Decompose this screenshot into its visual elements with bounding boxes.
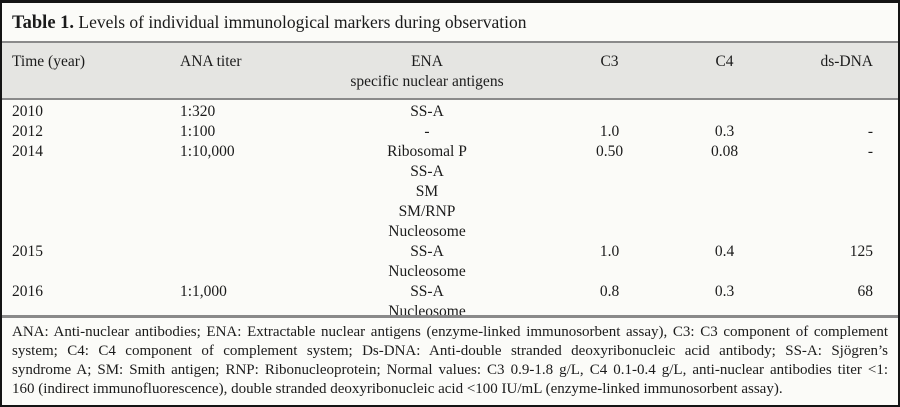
cell-line: Ribosomal P (387, 143, 467, 160)
table-title: Table 1. Levels of individual immunologi… (2, 3, 898, 41)
table-body-section: 2010 1:320 SS-A 2012 1:100 - 1.0 0.3 - 2014 1:10,0… (2, 100, 898, 315)
table-header-section: Time (year) ANA titer ENA specific nuclear … (2, 43, 898, 98)
column-header-time: Time (year) (2, 43, 167, 98)
column-header-dsdna: ds-DNA (787, 43, 898, 98)
cell-c3: 1.0 (599, 243, 620, 260)
table-row: 2016 1:1,000 SS-A Nucleosome 0.8 0.3 68 (2, 282, 898, 315)
column-header-sublabel: specific nuclear antigens (350, 73, 504, 90)
cell-c4: 0.3 (714, 283, 735, 300)
cell-ana (167, 242, 297, 282)
cell-dsdna: - (867, 123, 873, 140)
table-row: 2014 1:10,000 Ribosomal P SS-A SM SM/RNP Nucle… (2, 142, 898, 242)
column-header-c3: C3 (557, 43, 662, 98)
cell-c3: 0.50 (595, 143, 624, 160)
column-header-label: ENA (411, 53, 443, 70)
cell-ana: 1:1,000 (180, 283, 227, 300)
footnote-line: syndrome A; SM: Smith antigen; RNP: Ribo… (12, 362, 888, 378)
column-header-c4: C4 (662, 43, 787, 98)
column-header-ana: ANA titer (167, 43, 297, 98)
cell-dsdna: 68 (857, 283, 874, 300)
cell-line: SS-A (410, 283, 444, 300)
cell-line: Nucleosome (388, 263, 466, 280)
cell-time: 2014 (12, 143, 43, 160)
footnote-line: ANA: Anti-nuclear antibodies; ENA: Extra… (12, 324, 888, 340)
table-body: 2010 1:320 SS-A 2012 1:100 - 1.0 0.3 - 2014 1:10,0… (2, 102, 898, 315)
cell-dsdna: - (867, 143, 873, 160)
column-header-label: ds-DNA (820, 53, 873, 70)
cell-c3: 0.8 (599, 283, 620, 300)
cell-line: SS-A (410, 103, 444, 120)
divider-top (2, 41, 898, 43)
cell-c4 (662, 102, 787, 122)
cell-c3: 1.0 (599, 123, 620, 140)
cell-dsdna (787, 102, 898, 122)
cell-ena: SS-A Nucleosome (297, 282, 557, 315)
column-header-label: Time (year) (12, 53, 86, 70)
cell-c3 (557, 102, 662, 122)
footnote-line: 160 (indirect immunofluorescence), doubl… (12, 381, 783, 397)
cell-time: 2010 (12, 103, 43, 120)
cell-ena: SS-A (297, 102, 557, 122)
cell-ena: - (297, 122, 557, 142)
table-row: 2012 1:100 - 1.0 0.3 - (2, 122, 898, 142)
cell-line: - (424, 123, 430, 140)
cell-line: SM/RNP (398, 203, 456, 220)
divider-header (2, 98, 898, 100)
cell-c4: 0.3 (714, 123, 735, 140)
table-row: 2015 SS-A Nucleosome 1.0 0.4 125 (2, 242, 898, 282)
header-table: Time (year) ANA titer ENA specific nuclear … (2, 43, 898, 98)
cell-dsdna: 125 (849, 243, 873, 260)
column-header-ena: ENA specific nuclear antigens (297, 43, 557, 98)
table-title-text: Levels of individual immunological marke… (78, 12, 527, 32)
cell-line: SS-A (410, 163, 444, 180)
cell-ena: SS-A Nucleosome (297, 242, 557, 282)
cell-time: 2015 (12, 243, 43, 260)
cell-ana: 1:10,000 (180, 143, 235, 160)
column-header-label: ANA titer (180, 53, 242, 70)
cell-line: SM (415, 183, 439, 200)
cell-ana: 1:100 (180, 123, 216, 140)
cell-c4: 0.08 (710, 143, 739, 160)
cell-ana: 1:320 (180, 103, 216, 120)
cell-time: 2012 (12, 123, 43, 140)
cell-time: 2016 (12, 283, 43, 300)
column-header-label: C3 (600, 53, 619, 70)
cell-line: Nucleosome (388, 223, 466, 240)
table-header-row: Time (year) ANA titer ENA specific nuclear … (2, 43, 898, 98)
table-row: 2010 1:320 SS-A (2, 102, 898, 122)
cell-line: Nucleosome (388, 303, 466, 315)
column-header-label: C4 (715, 53, 734, 70)
table-footnote: ANA: Anti-nuclear antibodies; ENA: Extra… (2, 318, 898, 405)
footnote-line: system; C4: C4 component of complement s… (12, 343, 888, 359)
divider-footnote (2, 315, 898, 318)
table-number-label: Table 1. (12, 13, 75, 33)
cell-ena: Ribosomal P SS-A SM SM/RNP Nucleosome (297, 142, 557, 242)
cell-c4: 0.4 (714, 243, 735, 260)
body-table: 2010 1:320 SS-A 2012 1:100 - 1.0 0.3 - 2014 1:10,0… (2, 102, 898, 315)
cell-line: SS-A (410, 243, 444, 260)
